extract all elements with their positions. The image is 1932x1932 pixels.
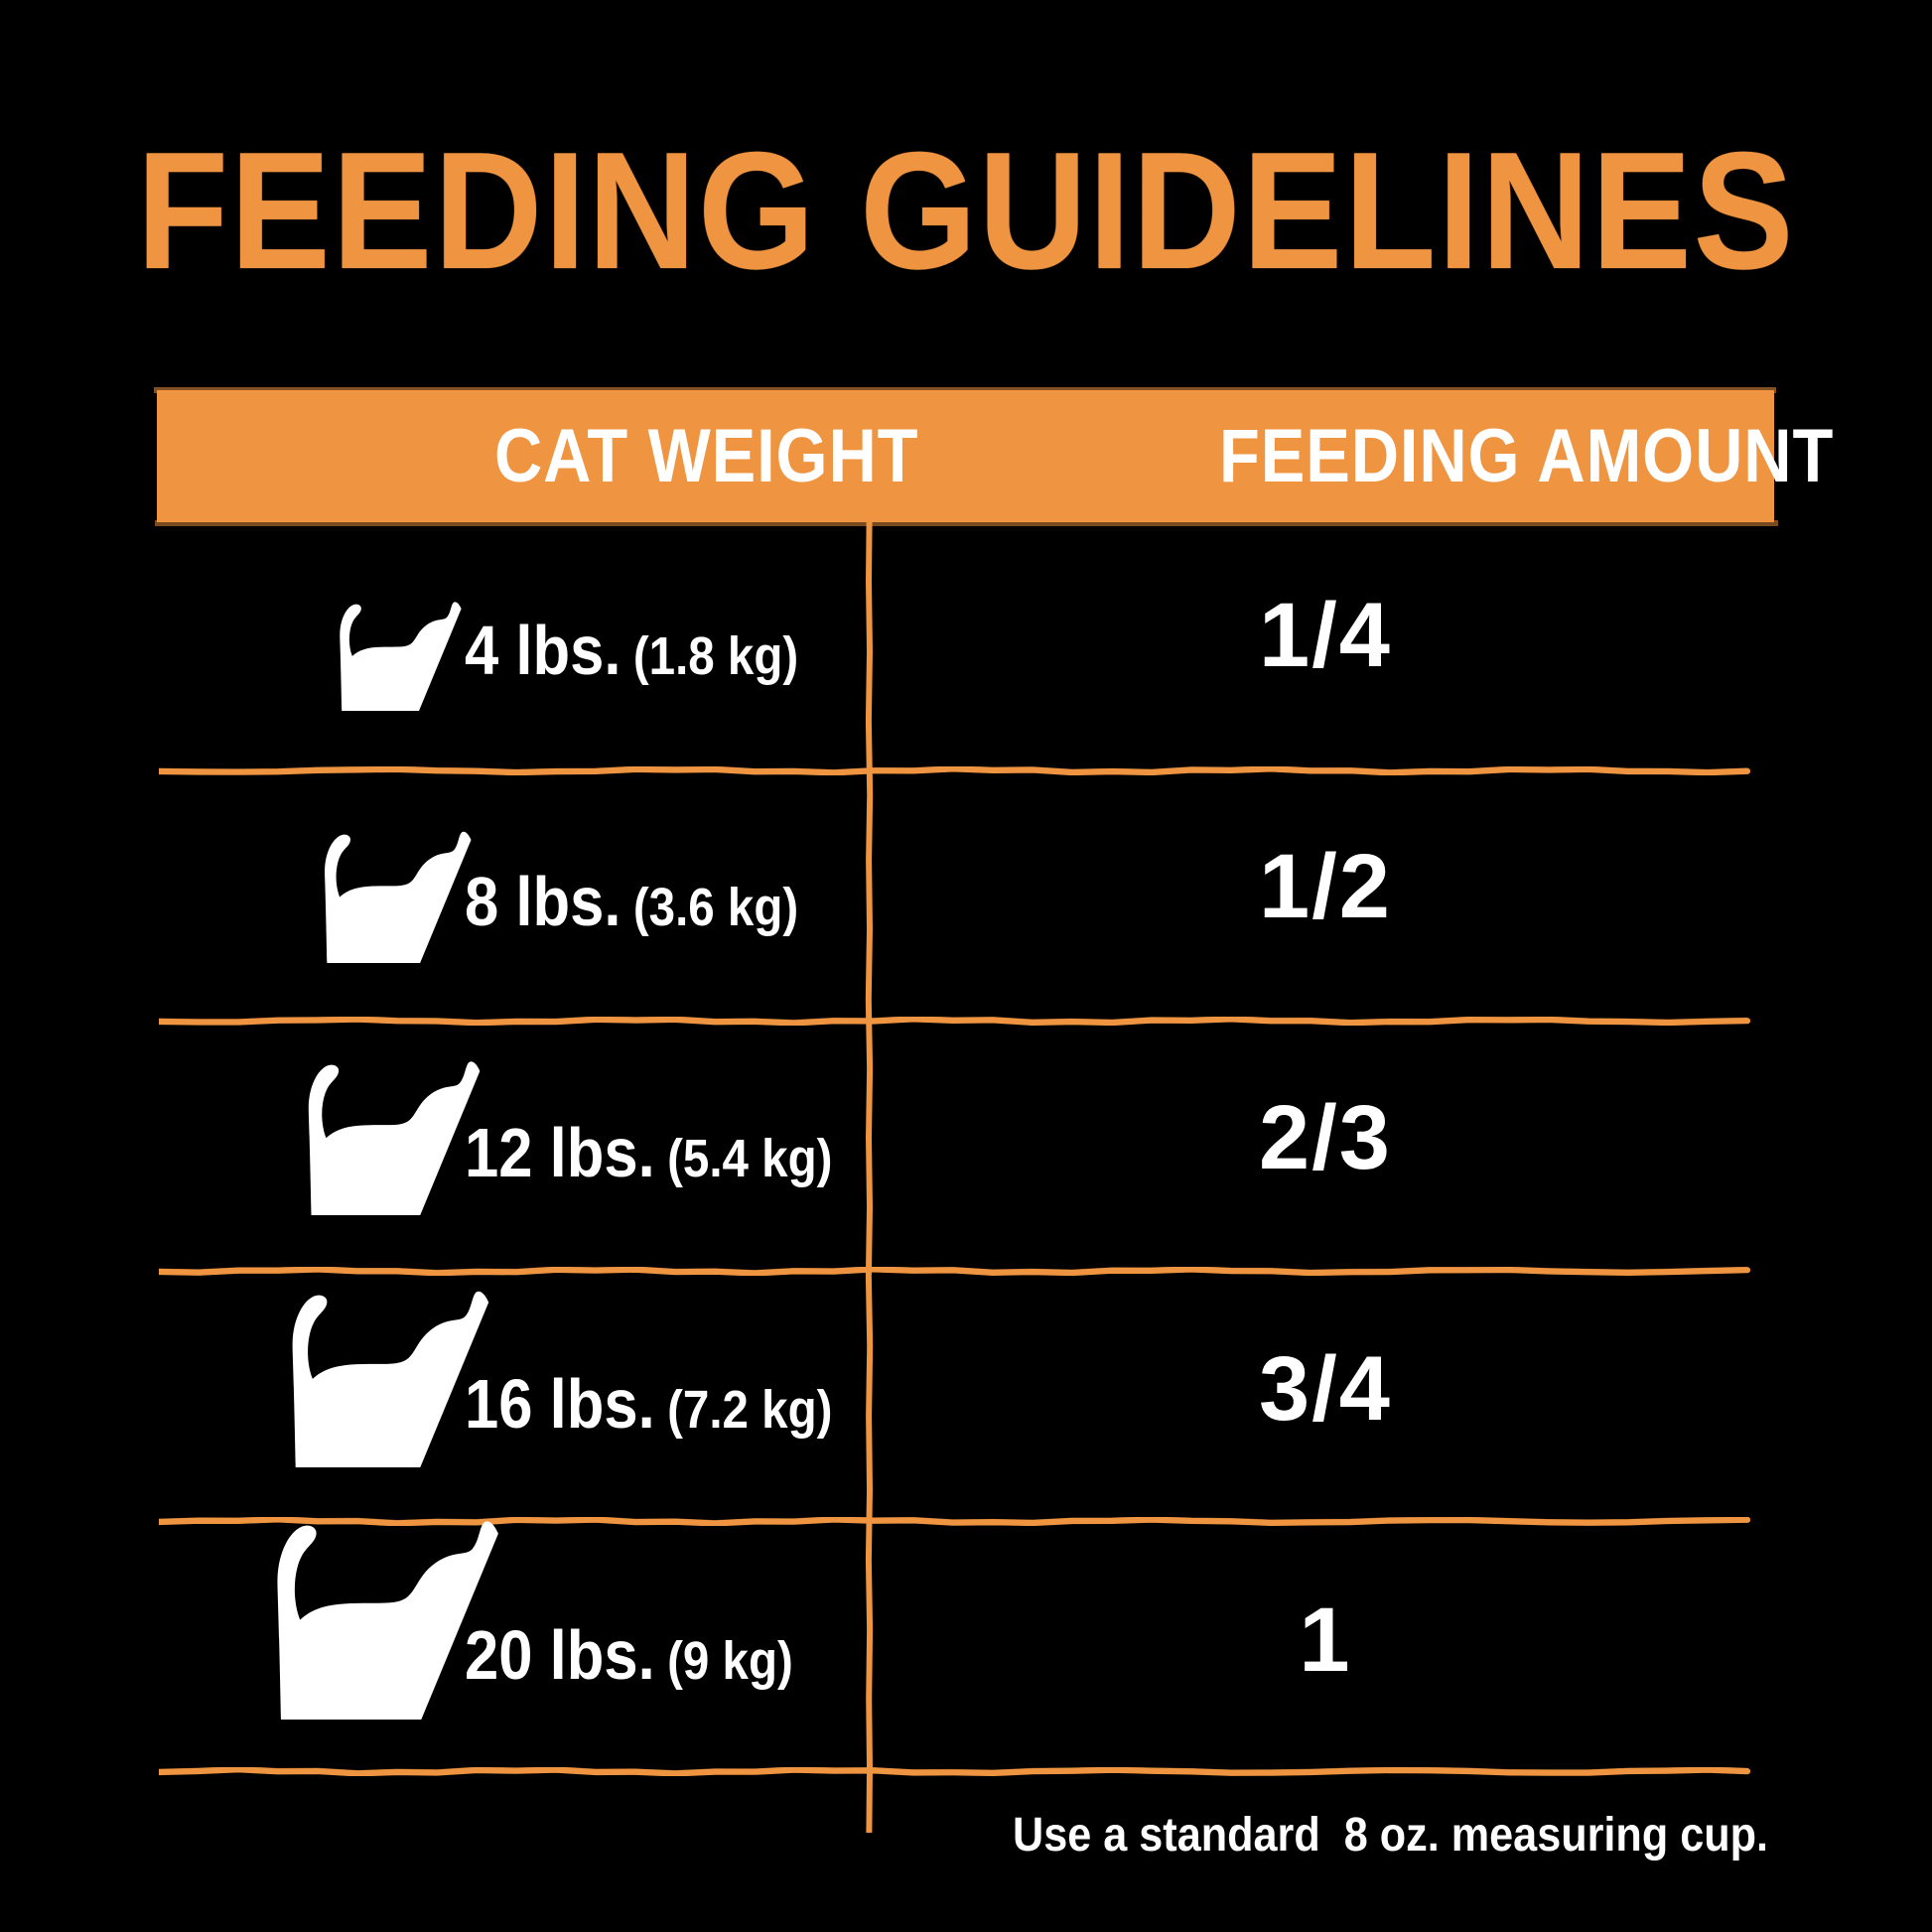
- weight-pounds: 16 lbs.: [465, 1365, 655, 1443]
- weight-kilograms: (3.6 kg): [632, 878, 799, 937]
- feeding-amount-value: 3/4: [1259, 1338, 1392, 1440]
- cat-silhouette-icon: [326, 600, 473, 711]
- page-title: FEEDING GUIDELINES: [136, 117, 1796, 304]
- table-row: 16 lbs. (7.2 kg) 3/4: [0, 1273, 1932, 1526]
- table-row-inner: 4 lbs. (1.8 kg) 1/4: [0, 522, 1932, 772]
- table-row: 12 lbs. (5.4 kg) 2/3: [0, 1023, 1932, 1276]
- weight-label: 20 lbs. (9 kg): [465, 1620, 793, 1690]
- table-row-inner: 20 lbs. (9 kg) 1: [0, 1521, 1932, 1773]
- row-divider: [159, 1267, 1777, 1276]
- weight-kilograms: (5.4 kg): [667, 1129, 833, 1188]
- table-row-inner: 16 lbs. (7.2 kg) 3/4: [0, 1273, 1932, 1523]
- weight-kilograms: (9 kg): [667, 1631, 793, 1691]
- column-separator: [863, 522, 877, 1833]
- table-row-inner: 8 lbs. (3.6 kg) 1/2: [0, 772, 1932, 1023]
- weight-pounds: 20 lbs.: [465, 1616, 655, 1694]
- row-divider: [159, 766, 1777, 775]
- weight-kilograms: (1.8 kg): [632, 626, 799, 686]
- weight-label: 4 lbs. (1.8 kg): [465, 616, 798, 685]
- weight-pounds: 4 lbs.: [465, 612, 621, 689]
- weight-label: 8 lbs. (3.6 kg): [465, 867, 798, 936]
- weight-label: 16 lbs. (7.2 kg): [465, 1369, 832, 1439]
- feeding-amount-value: 1: [1299, 1589, 1352, 1691]
- weight-kilograms: (7.2 kg): [667, 1380, 833, 1440]
- table-row: 8 lbs. (3.6 kg) 1/2: [0, 772, 1932, 1026]
- weight-pounds: 12 lbs.: [465, 1114, 655, 1191]
- table-row: 20 lbs. (9 kg) 1: [0, 1521, 1932, 1776]
- row-divider: [159, 1767, 1777, 1776]
- cat-silhouette-icon: [308, 829, 484, 963]
- row-divider: [159, 1517, 1777, 1526]
- weight-label: 12 lbs. (5.4 kg): [465, 1118, 832, 1187]
- column-header-cat-weight: CAT WEIGHT: [494, 414, 919, 498]
- cat-silhouette-icon: [289, 1058, 495, 1215]
- feeding-amount-value: 1/4: [1259, 585, 1392, 686]
- weight-pounds: 8 lbs.: [465, 863, 621, 940]
- feeding-amount-value: 1/2: [1259, 836, 1392, 937]
- table-body: 4 lbs. (1.8 kg) 1/4 8 lbs. (3.6 kg) 1/2 12 lbs…: [0, 522, 1932, 1776]
- table-row-inner: 12 lbs. (5.4 kg) 2/3: [0, 1023, 1932, 1273]
- feeding-amount-value: 2/3: [1259, 1087, 1392, 1188]
- row-divider: [159, 1017, 1777, 1026]
- cat-silhouette-icon: [252, 1517, 518, 1720]
- cat-silhouette-icon: [270, 1288, 506, 1467]
- column-header-feeding-amount: FEEDING AMOUNT: [1219, 414, 1835, 498]
- measuring-cup-note: Use a standard 8 oz. measuring cup.: [1013, 1809, 1769, 1862]
- table-header-bar: CAT WEIGHT FEEDING AMOUNT: [154, 387, 1833, 526]
- table-row: 4 lbs. (1.8 kg) 1/4: [0, 522, 1932, 775]
